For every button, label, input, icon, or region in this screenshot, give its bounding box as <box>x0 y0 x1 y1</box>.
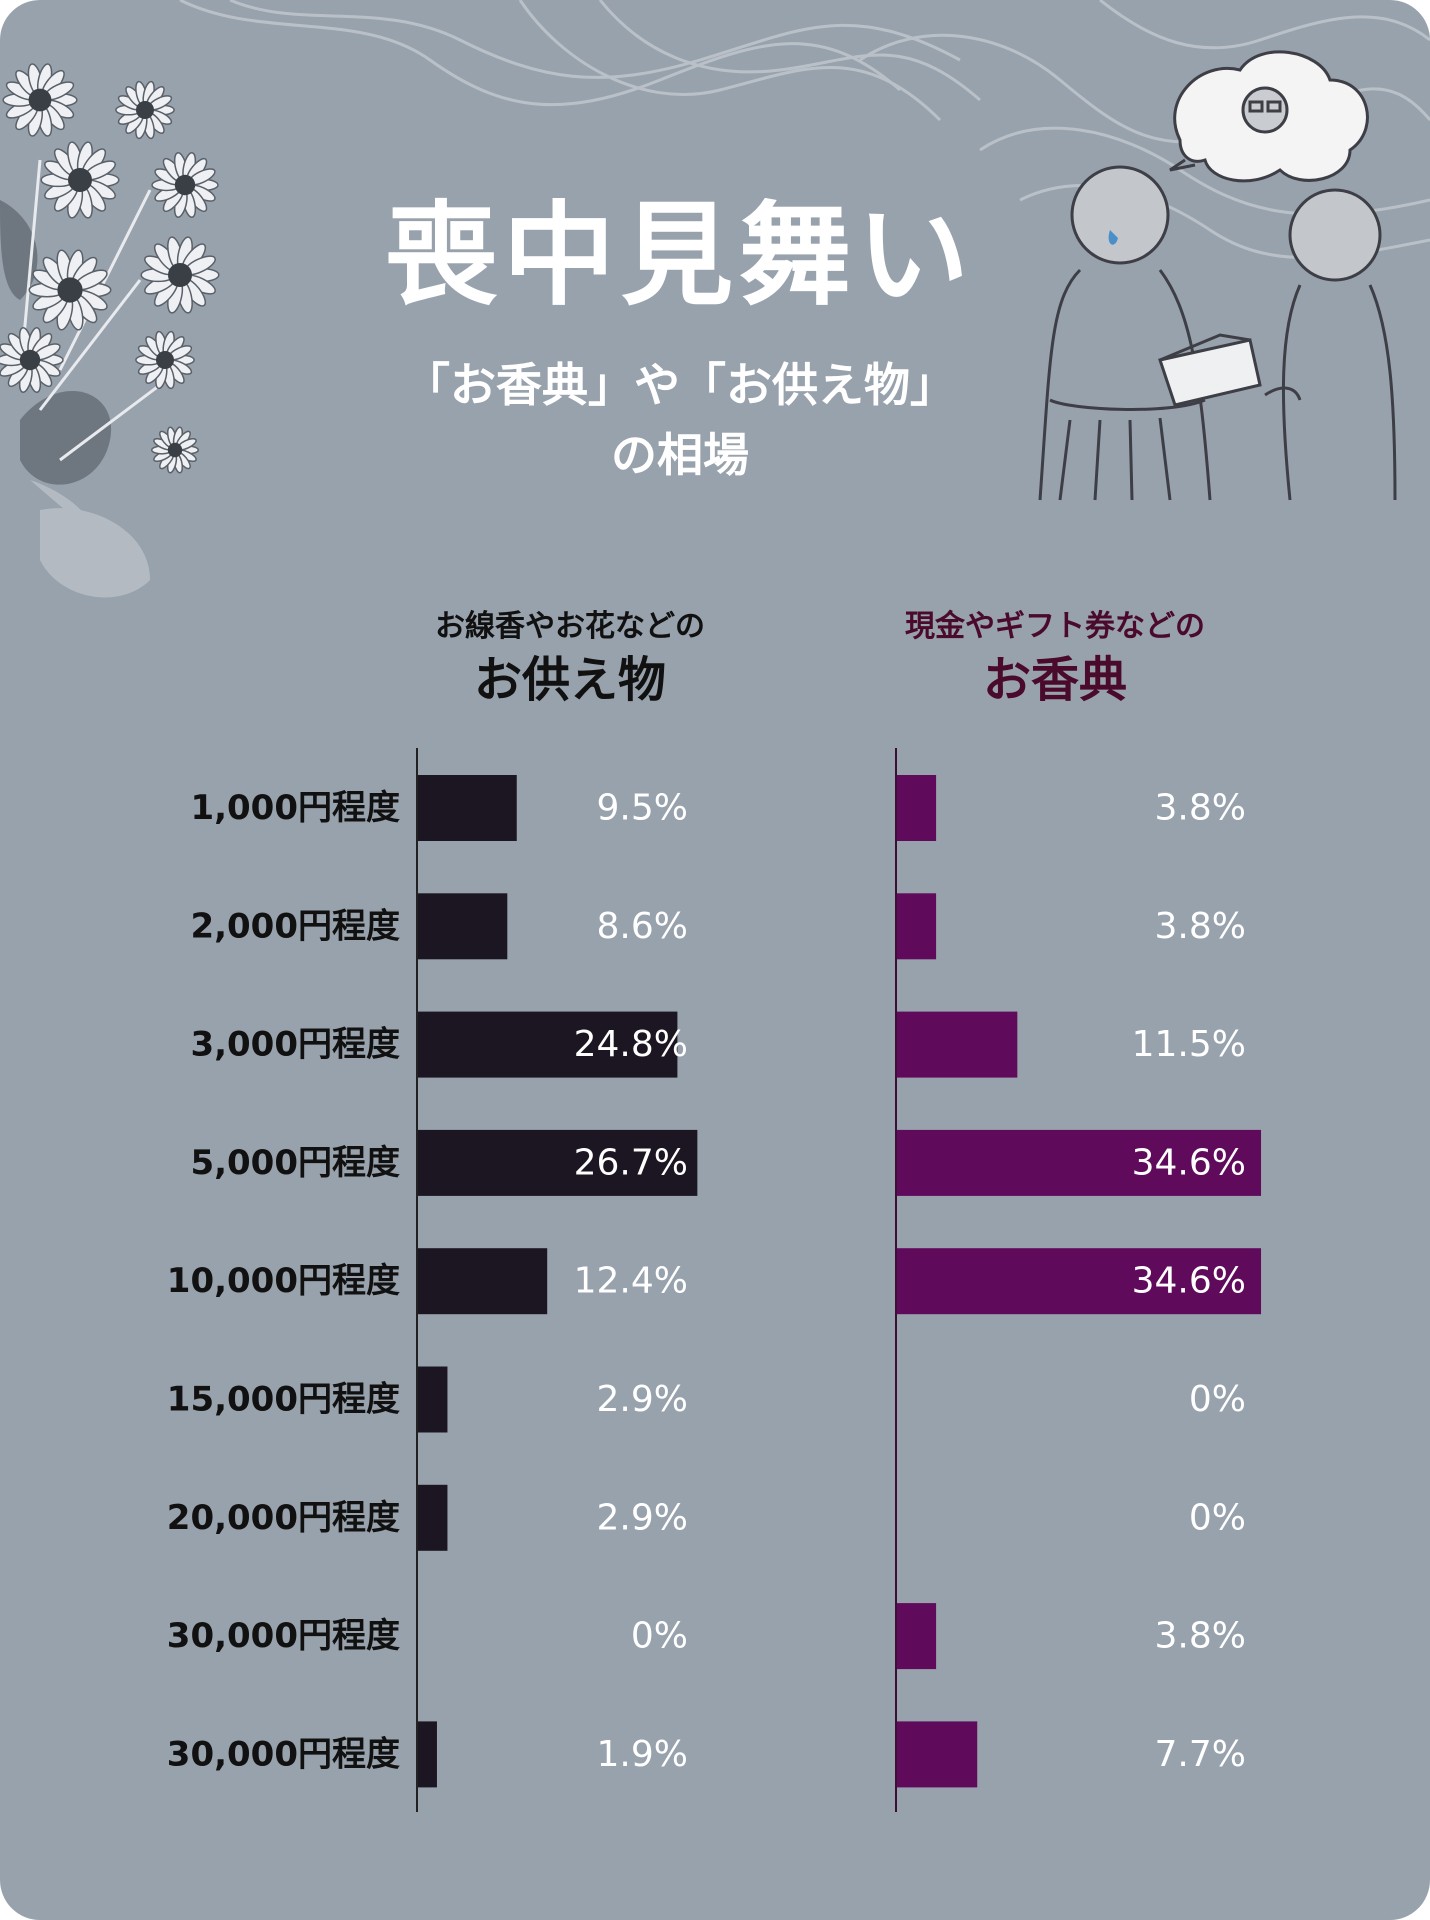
koden-value-label: 3.8% <box>1155 1616 1246 1657</box>
koden-bar <box>896 1129 1262 1196</box>
flower-illustration <box>0 63 220 598</box>
offering-heading-title: お供え物 <box>473 652 666 708</box>
koden-value-label: 3.8% <box>1155 906 1246 947</box>
koden-heading-title: お香典 <box>982 652 1127 708</box>
category-label: 2,000円程度 <box>190 906 400 946</box>
koden-value-label: 34.6% <box>1132 1142 1246 1183</box>
koden-bar <box>896 775 937 841</box>
koden-bar <box>896 1248 1262 1315</box>
koden-heading: 現金やギフト券などの お香典 <box>865 609 1245 708</box>
condolence-people-illustration <box>1038 50 1397 501</box>
koden-bar <box>896 1603 937 1670</box>
offering-bar <box>417 1248 548 1315</box>
offering-value-label: 26.7% <box>574 1142 688 1183</box>
koden-bar <box>896 893 937 960</box>
offering-heading-subtitle: お線香やお花などの <box>435 609 705 644</box>
offering-value-label: 1.9% <box>597 1734 688 1775</box>
offering-heading: お線香やお花などの お供え物 <box>380 609 760 708</box>
offering-bar <box>417 1366 448 1433</box>
offering-value-label: 2.9% <box>597 1497 688 1538</box>
page-subtitle-line2: の相場 <box>611 428 749 482</box>
koden-value-label: 34.6% <box>1132 1261 1246 1302</box>
koden-value-label: 3.8% <box>1155 788 1246 829</box>
koden-value-label: 0% <box>1189 1497 1246 1538</box>
offering-bar <box>417 893 508 960</box>
offering-bar <box>417 1011 678 1078</box>
category-label: 10,000円程度 <box>167 1261 400 1301</box>
offering-value-label: 0% <box>631 1616 688 1657</box>
category-label: 30,000円程度 <box>167 1734 400 1774</box>
koden-value-label: 0% <box>1189 1379 1246 1420</box>
koden-heading-subtitle: 現金やギフト券などの <box>905 609 1205 644</box>
koden-bar <box>896 1011 1018 1078</box>
offering-bar <box>417 1484 448 1551</box>
offering-value-label: 2.9% <box>597 1379 688 1420</box>
category-label: 20,000円程度 <box>167 1498 400 1538</box>
offering-value-label: 8.6% <box>597 906 688 947</box>
offering-value-label: 24.8% <box>574 1024 688 1065</box>
category-label: 3,000円程度 <box>190 1025 400 1065</box>
page-title: 喪中見舞い <box>385 191 975 321</box>
page-subtitle-line1: 「お香典」や「お供え物」 <box>404 358 956 412</box>
koden-value-label: 11.5% <box>1132 1024 1246 1065</box>
category-label: 1,000円程度 <box>190 788 400 828</box>
category-label: 30,000円程度 <box>167 1616 400 1656</box>
category-label: 15,000円程度 <box>167 1380 400 1420</box>
offering-bar <box>417 1129 698 1196</box>
koden-value-label: 7.7% <box>1155 1734 1246 1775</box>
offering-value-label: 9.5% <box>597 788 688 829</box>
wave-pattern-decoration <box>179 0 1430 259</box>
koden-bar <box>896 1721 978 1788</box>
category-label: 5,000円程度 <box>190 1143 400 1183</box>
offering-bar <box>417 775 517 841</box>
offering-bar <box>417 1721 437 1788</box>
offering-value-label: 12.4% <box>574 1261 688 1302</box>
